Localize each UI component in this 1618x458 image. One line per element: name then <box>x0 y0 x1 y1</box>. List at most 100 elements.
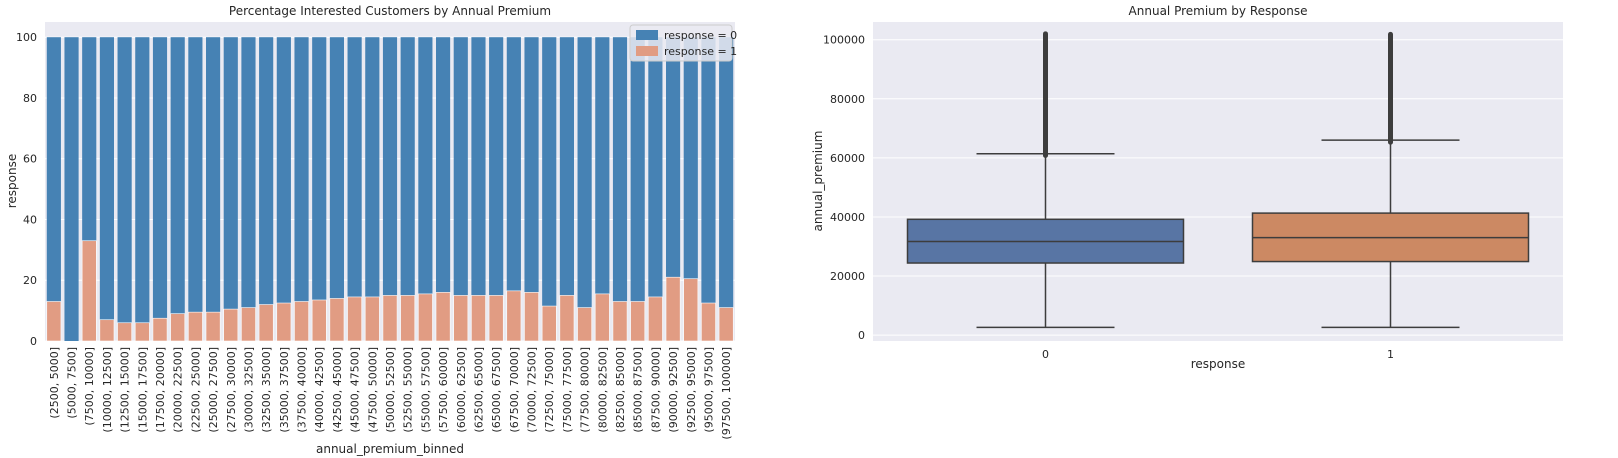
series-response-1-bars <box>46 240 734 342</box>
bar-response-1 <box>241 307 256 342</box>
bar-x-tick-label: (7500, 10000] <box>83 347 96 426</box>
bar-response-0 <box>135 37 150 341</box>
bar-response-1 <box>665 276 681 342</box>
bar-chart: 0 20 40 60 80 100 (2500, 5000] (5000, 7500] (75… <box>5 4 737 456</box>
bar-response-0 <box>276 37 291 341</box>
bar-x-tick-label: (20000, 22500] <box>172 347 185 433</box>
bar-response-1 <box>400 295 416 342</box>
bar-response-1 <box>701 302 716 342</box>
bar-x-tick-label: (80000, 82500] <box>596 347 609 433</box>
bar-x-tick-label: (12500, 15000] <box>119 347 132 433</box>
bar-x-tick-label: (22500, 25000] <box>189 347 202 433</box>
bar-response-1 <box>524 292 539 342</box>
bar-x-tick-label: (15000, 17500] <box>136 347 149 433</box>
bar-response-0 <box>188 37 203 341</box>
bar-x-tick-label: (5000, 7500] <box>66 347 79 419</box>
bar-y-tick-label: 0 <box>30 335 37 348</box>
bar-response-0 <box>365 37 380 341</box>
bar-response-1 <box>99 319 115 342</box>
bar-response-1 <box>506 290 522 342</box>
bar-x-tick-label: (62500, 65000] <box>472 347 485 433</box>
box-y-tick-label: 100000 <box>823 34 865 47</box>
bar-response-0 <box>64 37 79 341</box>
bar-response-1 <box>488 295 504 342</box>
bar-response-1 <box>223 308 239 342</box>
bar-x-tick-label: (47500, 50000] <box>366 347 379 433</box>
bar-y-tick-label: 80 <box>23 92 37 105</box>
bar-response-0 <box>612 37 628 341</box>
bar-chart-title: Percentage Interested Customers by Annua… <box>229 4 551 18</box>
legend-label-response-1: response = 1 <box>664 45 737 58</box>
bar-response-0 <box>46 37 61 341</box>
bar-response-0 <box>506 37 521 341</box>
bar-response-0 <box>595 37 610 341</box>
bar-response-1 <box>152 317 168 342</box>
bar-response-0 <box>294 37 309 341</box>
bar-response-0 <box>400 37 415 341</box>
bar-response-1 <box>612 301 628 342</box>
bar-response-0 <box>436 37 451 341</box>
bar-response-0 <box>542 37 557 341</box>
bar-response-1 <box>311 299 327 342</box>
bar-response-1 <box>347 296 362 342</box>
box-y-tick-label: 40000 <box>830 211 865 224</box>
bar-response-1 <box>382 295 398 342</box>
bar-x-tick-label: (67500, 70000] <box>508 347 521 433</box>
box-y-tick-label: 20000 <box>830 270 865 283</box>
bar-y-tick-label: 40 <box>23 213 37 226</box>
bar-response-0 <box>524 37 539 341</box>
bar-response-1 <box>294 301 309 342</box>
bar-x-tick-label: (75000, 77500] <box>561 347 574 433</box>
bar-response-0 <box>471 37 486 341</box>
bar-response-0 <box>701 37 716 341</box>
bar-response-1 <box>364 296 380 342</box>
bar-response-1 <box>594 293 610 342</box>
bar-x-tick-label: (52500, 55000] <box>402 347 415 433</box>
bar-response-0 <box>99 37 114 341</box>
bar-response-0 <box>453 37 468 341</box>
bar-chart-x-ticks: (2500, 5000] (5000, 7500] (7500, 10000] (10… <box>48 347 733 440</box>
bar-response-1 <box>577 307 592 342</box>
bar-response-0 <box>382 37 398 341</box>
box-chart-plot-area <box>873 22 1563 341</box>
box-y-tick-label: 0 <box>858 329 865 342</box>
bar-response-0 <box>259 37 274 341</box>
bar-response-1 <box>453 295 469 342</box>
legend-swatch-response-1 <box>636 46 658 56</box>
bar-response-0 <box>559 37 574 341</box>
bar-y-tick-label: 20 <box>23 274 37 287</box>
bar-response-0 <box>683 37 698 341</box>
bar-x-tick-label: (72500, 75000] <box>543 347 556 433</box>
bar-x-tick-label: (90000, 92500] <box>667 347 680 433</box>
bar-response-0 <box>418 37 433 341</box>
bar-x-tick-label: (37500, 40000] <box>296 347 309 433</box>
bar-x-tick-label: (95000, 97500] <box>702 347 715 433</box>
bar-response-0 <box>329 37 344 341</box>
box-chart-title: Annual Premium by Response <box>1129 4 1308 18</box>
bar-y-tick-label: 100 <box>16 31 37 44</box>
bar-response-0 <box>719 37 734 341</box>
bar-response-0 <box>347 37 362 341</box>
bar-chart-legend: response = 0 response = 1 <box>629 24 737 62</box>
box-chart-y-axis-label: annual_premium <box>811 131 825 232</box>
bar-response-1 <box>471 295 486 342</box>
bar-response-0 <box>117 37 132 341</box>
bar-x-tick-label: (50000, 52500] <box>384 347 397 433</box>
bar-x-tick-label: (57500, 60000] <box>437 347 450 433</box>
box-chart-gridlines <box>873 39 1563 336</box>
bar-response-0 <box>312 37 327 341</box>
bar-response-1 <box>541 305 557 342</box>
bar-x-tick-label: (55000, 57500] <box>419 347 432 433</box>
bar-response-1 <box>418 293 433 342</box>
bar-response-0 <box>489 37 504 341</box>
bar-x-tick-label: (45000, 47500] <box>349 347 362 433</box>
bar-x-tick-label: (85000, 87500] <box>632 347 645 433</box>
bar-x-tick-label: (92500, 95000] <box>685 347 698 433</box>
bar-chart-y-ticks: 0 20 40 60 80 100 <box>16 31 37 348</box>
bar-x-tick-label: (27500, 30000] <box>225 347 238 433</box>
bar-x-tick-label: (65000, 67500] <box>490 347 503 433</box>
bar-x-tick-label: (77500, 80000] <box>579 347 592 433</box>
bar-response-1 <box>258 304 274 342</box>
